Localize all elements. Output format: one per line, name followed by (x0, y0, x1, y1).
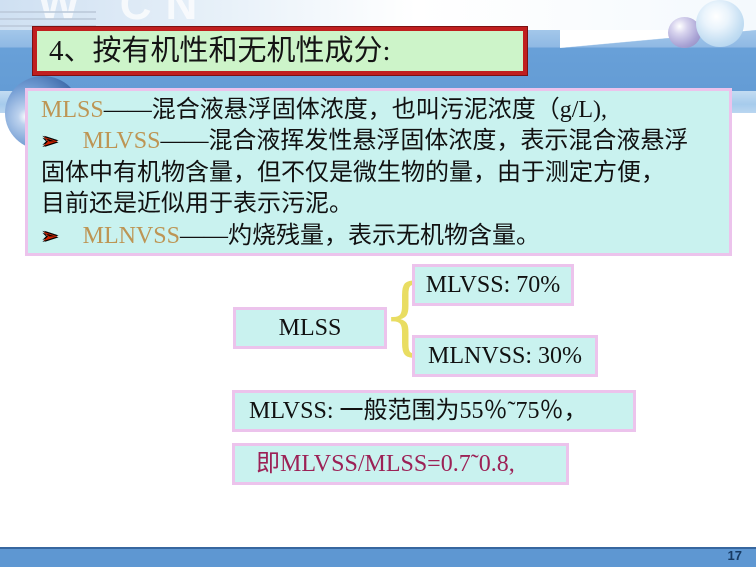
mlss-acronym: MLSS (41, 97, 104, 123)
arrow-bullet-icon: ➢ (41, 223, 59, 248)
curly-brace-decoration: { (382, 266, 428, 364)
definition-wrap-line-1: 固体中有机物含量，但不仅是微生物的量，由于测定方便， (41, 159, 665, 186)
mlvss-definition-text: ——混合液挥发性悬浮固体浓度，表示混合液悬浮 (160, 128, 689, 155)
page-number: 17 (727, 548, 742, 563)
pinstripe-line (0, 11, 96, 13)
arrow-bullet-icon: ➢ (41, 129, 59, 154)
large-blue-sphere-decoration (696, 0, 744, 47)
definition-line-mlnvss: ➢ MLNVSS——灼烧残量，表示无机物含量。 (41, 221, 729, 252)
lavender-sphere-decoration (668, 17, 701, 48)
bottom-blue-band (0, 547, 756, 567)
definitions-panel: MLSS——混合液悬浮固体浓度，也叫污泥浓度（g/L), ➢ MLVSS——混合液… (25, 88, 732, 256)
mlvss-range-box: MLVSS: 一般范围为55％˜75％， (232, 390, 636, 432)
page-title: 4、按有机性和无机性成分: (32, 26, 528, 76)
definition-wrap-line-2: 目前还是近似用于表示污泥。 (41, 191, 353, 218)
mlvss-mlss-ratio-box: 即MLVSS/MLSS=0.7˜0.8, (232, 443, 569, 485)
mlnvss-definition-text: ——灼烧残量，表示无机物含量。 (179, 222, 540, 249)
pinstripe-line (0, 25, 96, 27)
mlnvss-acronym: MLNVSS (82, 222, 180, 249)
mlvss-acronym: MLVSS (82, 128, 161, 155)
mlnvss-percent-box: MLNVSS: 30% (412, 335, 598, 377)
definition-line-mlvss: ➢ MLVSS——混合液挥发性悬浮固体浓度，表示混合液悬浮 (41, 126, 729, 157)
template-watermark: W CN (38, 0, 212, 29)
top-sky-gradient: W CN (0, 0, 756, 30)
pinstripe-line (0, 18, 96, 20)
mlvss-percent-box: MLVSS: 70% (412, 264, 574, 306)
definition-line-mlss: MLSS——混合液悬浮固体浓度，也叫污泥浓度（g/L), (41, 95, 729, 126)
mlss-definition-text: ——混合液悬浮固体浓度，也叫污泥浓度（g/L), (103, 97, 608, 123)
mlss-box: MLSS (233, 307, 387, 349)
